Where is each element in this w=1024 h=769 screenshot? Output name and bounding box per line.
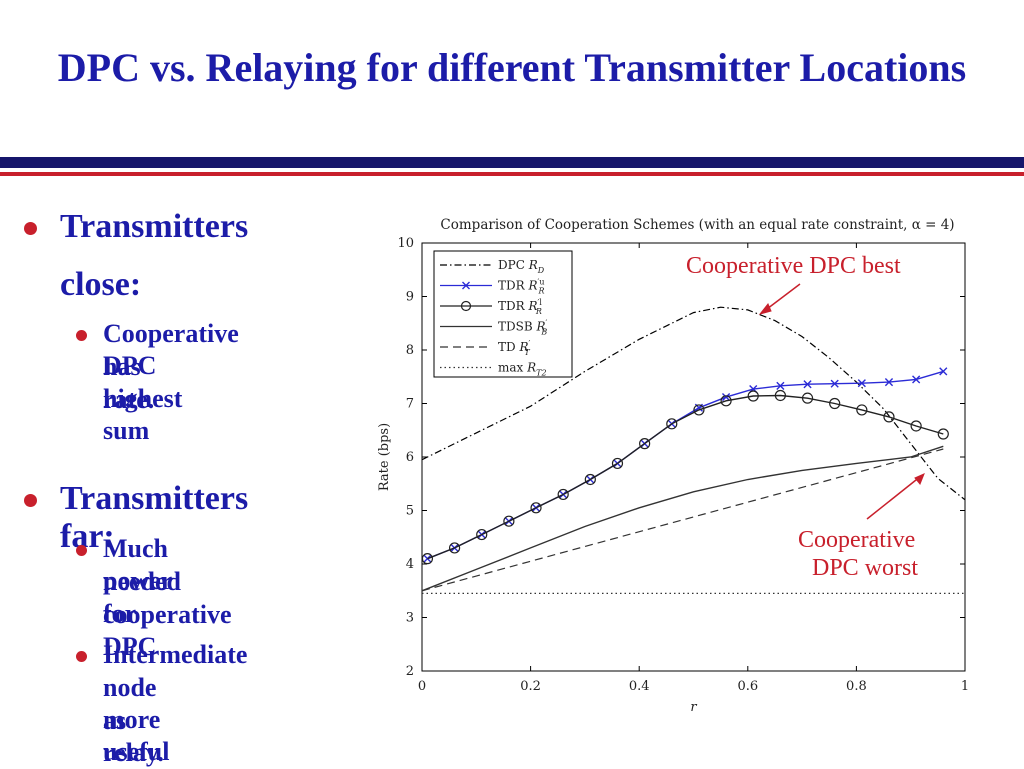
series-1-point [884,378,894,387]
bullet-2-sub-2-line2: node more useful [103,673,170,766]
x-tick-label: 0 [418,679,426,694]
series-2-point [503,515,515,527]
series-1-point [939,367,948,376]
bullet-1-sub-1-line1: Cooperative DPC [103,319,239,380]
chart-title: Comparison of Cooperation Schemes (with … [440,217,954,233]
y-tick-label: 6 [406,450,414,465]
bullet-2-line1: Transmitters far: [60,480,249,555]
y-tick-label: 5 [406,504,414,519]
sub-bullet-dot [76,545,87,556]
series-2-point [937,428,949,440]
legend-label-1: TDR R′u R [498,278,545,296]
series-1-point [776,381,785,390]
series-2-point [774,389,786,402]
series-2-point [639,438,651,450]
x-tick-label: 0.4 [629,679,650,694]
series-2-point [421,553,434,565]
y-tick-label: 4 [406,557,414,572]
y-tick-label: 9 [406,290,414,305]
series-2-point [448,542,461,554]
annotation-dpc-worst-line2: DPC worst [812,555,919,581]
bullet-2-sub-1-line1: Much power [103,534,173,595]
legend-label-5: max RT2 [498,361,547,378]
series-2-point [584,473,596,486]
divider-navy-bar [0,157,1024,168]
sub-bullet-dot [76,651,87,662]
series-2-point [611,457,624,470]
series-line-0 [421,306,966,501]
legend-marker-1 [462,281,470,290]
y-tick-label: 8 [406,343,414,358]
series-2-point [720,395,732,407]
bullet-2-sub-2-line1: Intermediate [103,640,248,669]
y-tick-label: 2 [406,664,414,679]
series-2-point [829,397,841,410]
series-2-point [910,420,922,432]
x-tick-label: 1 [961,679,969,694]
series-line-3 [421,445,944,592]
x-axis-label: r [690,700,697,713]
legend-label-0: DPC RD [498,258,545,275]
bullet-1-sub-1-line2: has highest sum [103,352,183,445]
divider-gap [0,168,1024,172]
bullet-1-sub-1-line3: rate. [103,385,155,414]
x-tick-label: 0.6 [737,679,758,694]
series-2-point [530,502,542,514]
annotation-arrow-worst [866,475,922,520]
bullet-dot [24,494,37,507]
series-1-point [912,375,921,384]
series-1-point [830,379,839,388]
x-tick-label: 0.8 [846,679,867,694]
bullet-dot [24,222,37,235]
y-axis-label: Rate (bps) [377,423,392,491]
bullet-1-line2: close: [60,266,142,303]
y-tick-label: 7 [406,397,414,412]
series-1-point [857,379,866,388]
series-2-point [693,404,705,416]
sub-bullet-dot [76,330,87,341]
annotation-dpc-worst-line1: Cooperative [798,527,916,553]
y-tick-label: 3 [406,611,414,626]
divider-red-bar [0,172,1024,176]
legend-label-3: TDSB R′ B [498,319,548,337]
legend-label-2: TDR R′l R [498,298,542,316]
series-2-point [476,528,488,541]
series-2-point [666,418,678,430]
legend-label-4: TD R′ T [498,339,531,357]
slide-title: DPC vs. Relaying for different Transmitt… [57,45,967,90]
series-2-point [747,390,759,402]
annotation-arrowhead-best [758,303,772,315]
bullet-2-sub-1-line2: needed for [103,567,181,628]
x-tick-label: 0.2 [520,679,541,694]
annotation-dpc-best: Cooperative DPC best [686,253,901,279]
rate-comparison-chart: 0 0.2 0.4 0.6 0.8 1 2 3 4 5 6 7 8 9 10 Comparison of Co… [377,217,969,713]
y-tick-label: 10 [397,236,414,251]
series-2-point [801,392,814,404]
series-2-point [557,488,569,501]
bullet-2-sub-1-line3: cooperative DPC [103,600,232,661]
bullet-2-sub-2-line3: as relay. [103,706,164,767]
title-divider [0,157,1024,181]
series-1-point [803,380,812,389]
series-2-point [883,411,895,423]
annotation-arrowhead-worst [914,473,925,485]
legend-box [433,250,573,378]
legend-marker-2 [460,300,472,312]
series-2-point [856,404,868,416]
bullet-1-line1: Transmitters [60,208,249,245]
series-1-point [721,392,731,402]
